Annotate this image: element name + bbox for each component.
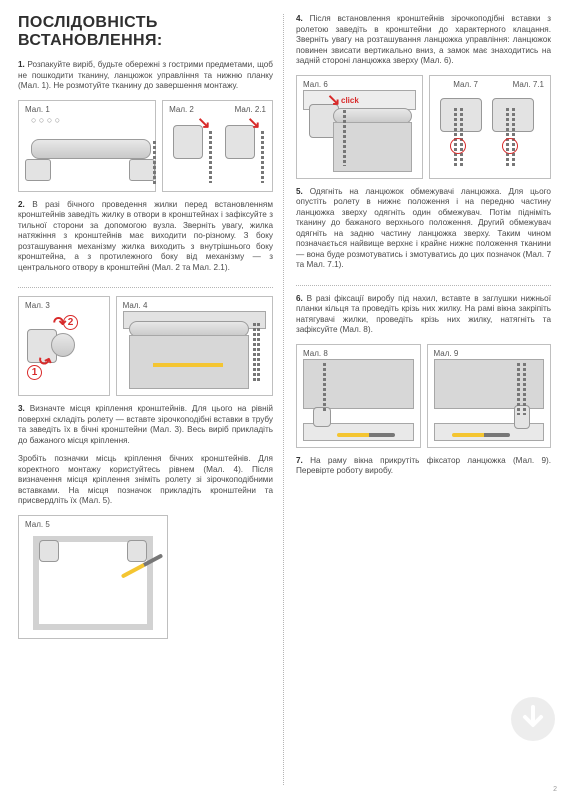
figure-5-diagram [25,530,161,632]
fig-row-3-4: Мал. 3 ↷ ↶ 1 2 Мал. 4 [18,296,273,404]
figure-6-diagram: ↘ click [303,90,416,172]
figure-71-label: Мал. 7.1 [513,80,544,89]
separator-1 [18,287,273,288]
step-6-text: 6. В разі фіксації виробу під нахил, вст… [296,294,551,336]
step-1-lead: 1. [18,60,25,69]
step-1-body: Розпакуйте виріб, будьте обережні з гост… [18,60,273,90]
figure-4-label: Мал. 4 [123,301,148,310]
fig-row-1-2: Мал. 1 ○ ○ ○ ○ Мал. 2 Мал. 2.1 [18,100,273,200]
figure-3-label: Мал. 3 [25,301,50,310]
step-2-lead: 2. [18,200,25,209]
figure-9-label: Мал. 9 [434,349,459,358]
step-4-lead: 4. [296,14,303,23]
figure-6-label: Мал. 6 [303,80,328,89]
figure-3-num-1: 1 [27,365,42,380]
watermark-icon [509,695,557,743]
step-7-body: На раму вікна прикрутіть фіксатор ланцюж… [296,456,551,476]
figure-1: Мал. 1 ○ ○ ○ ○ [18,100,156,192]
step-6-lead: 6. [296,294,303,303]
figure-2-label: Мал. 2 [169,105,194,114]
figure-4-diagram [123,311,266,389]
figure-8: Мал. 8 [296,344,421,448]
figure-9: Мал. 9 [427,344,552,448]
step-3a-body: Визначте місця кріплення кронштейнів. Дл… [18,404,273,445]
step-3-lead: 3. [18,404,25,413]
page-number: 2 [553,786,557,793]
page: ПОСЛІДОВНІСТЬ ВСТАНОВЛЕННЯ: 1. Розпакуйт… [0,0,565,799]
step-4-body: Після встановлення кронштейнів зірочкопо… [296,14,551,65]
step-7-text: 7. На раму вікна прикрутіть фіксатор лан… [296,456,551,477]
columns: ПОСЛІДОВНІСТЬ ВСТАНОВЛЕННЯ: 1. Розпакуйт… [18,14,551,785]
right-column: 4. Після встановлення кронштейнів зірочк… [284,14,551,785]
page-title: ПОСЛІДОВНІСТЬ ВСТАНОВЛЕННЯ: [18,14,273,50]
figure-1-diagram: ○ ○ ○ ○ [25,115,149,185]
step-3a-text: 3. Визначте місця кріплення кронштейнів.… [18,404,273,446]
figure-3-diagram: ↷ ↶ 1 2 [25,311,103,389]
figure-8-label: Мал. 8 [303,349,328,358]
figure-2: Мал. 2 Мал. 2.1 ↘ ↘ [162,100,273,192]
figure-4: Мал. 4 [116,296,273,396]
left-column: ПОСЛІДОВНІСТЬ ВСТАНОВЛЕННЯ: 1. Розпакуйт… [18,14,284,785]
figure-1-label: Мал. 1 [25,105,50,114]
step-3b-text: Зробіть позначки місць кріплення бічних … [18,454,273,507]
step-5-body: Одягніть на ланцюжок обмежувачі ланцюжка… [296,187,551,270]
separator-2 [296,285,551,286]
figure-8-diagram [303,359,414,441]
figure-3: Мал. 3 ↷ ↶ 1 2 [18,296,110,396]
step-5-text: 5. Одягніть на ланцюжок обмежувачі ланцю… [296,187,551,271]
fig-row-6-7: Мал. 6 ↘ click Мал. 7 Мал. 7.1 [296,75,551,187]
fig-row-8-9: Мал. 8 Мал. 9 [296,344,551,456]
figure-5-label: Мал. 5 [25,520,50,529]
step-6-body: В разі фіксації виробу під нахил, вставт… [296,294,551,335]
figure-7-label: Мал. 7 [453,80,478,89]
figure-9-diagram [434,359,545,441]
step-2-text: 2. В разі бічного проведення жилки перед… [18,200,273,274]
step-7-lead: 7. [296,456,303,465]
figure-3-num-2: 2 [63,315,78,330]
step-4-text: 4. Після встановлення кронштейнів зірочк… [296,14,551,67]
figure-2-diagram: ↘ ↘ [169,115,266,185]
figure-7-diagram [436,90,544,172]
figure-6-click: click [341,96,359,105]
step-1-text: 1. Розпакуйте виріб, будьте обережні з г… [18,60,273,92]
step-5-lead: 5. [296,187,303,196]
figure-7: Мал. 7 Мал. 7.1 [429,75,551,179]
step-2-body: В разі бічного проведення жилки перед вс… [18,200,273,272]
figure-21-label: Мал. 2.1 [235,105,266,114]
figure-5: Мал. 5 [18,515,168,639]
figure-6: Мал. 6 ↘ click [296,75,423,179]
